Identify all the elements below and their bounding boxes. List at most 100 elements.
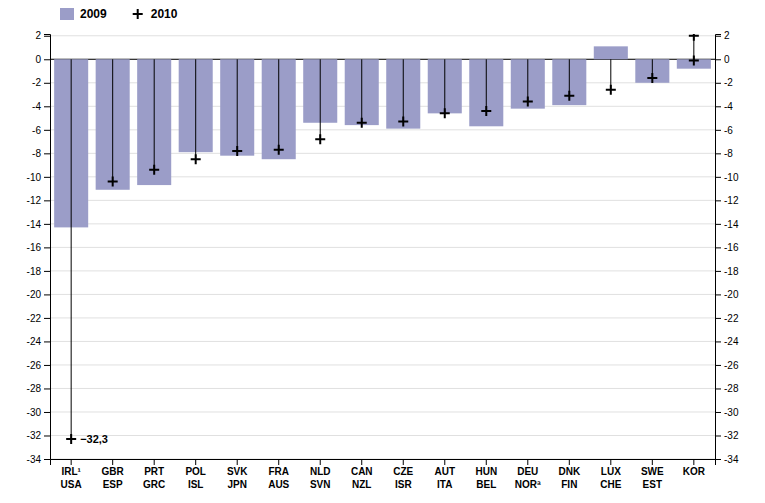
plus-marker (232, 146, 242, 156)
tick-mark (715, 341, 721, 342)
tick-label: -8 (724, 148, 733, 159)
tick-label: -2 (724, 77, 733, 88)
tick-mark (44, 271, 50, 272)
x-axis: IRL¹USAGBRESPPRTGRCPOLISLSVKJPNFRAAUSNLD… (51, 459, 716, 490)
stem (403, 59, 404, 121)
tick-mark (715, 59, 721, 60)
tick-mark (44, 224, 50, 225)
grid-line (50, 270, 715, 271)
tick-label: 2 (35, 30, 41, 41)
tick-mark (44, 36, 50, 37)
tick: -28 (715, 383, 739, 394)
tick-label: ISL (188, 479, 204, 490)
grid-line (50, 411, 715, 412)
plus-marker (357, 118, 367, 128)
y2-axis: -34-32-30-28-26-24-22-20-18-16-14-12-10-… (715, 30, 739, 464)
tick-label: -6 (724, 125, 733, 136)
tick-label: -34 (27, 454, 42, 465)
tick-label: PRT (144, 466, 164, 477)
tick: LUX CHE (600, 459, 621, 490)
tick-label: CHE (600, 479, 621, 490)
tick-label: POL (185, 466, 206, 477)
tick: -16 (27, 242, 50, 253)
tick-label: BEL (476, 479, 496, 490)
bar (635, 59, 669, 83)
tick-mark (44, 459, 50, 460)
plus-marker (564, 91, 574, 101)
tick-label: LUX (601, 466, 621, 477)
tick-label: GBR (102, 466, 125, 477)
tick: 2 (35, 30, 50, 41)
tick-label: -28 (724, 383, 739, 394)
tick-label: NZL (352, 479, 371, 490)
tick-label: -8 (32, 148, 41, 159)
tick: -2 (32, 77, 50, 88)
tick-mark (44, 365, 50, 366)
stem (154, 59, 155, 170)
bar (469, 59, 503, 126)
tick-mark (715, 247, 721, 248)
tick-label: -20 (724, 289, 739, 300)
tick: GBR ESP (102, 459, 125, 490)
tick: IRL¹USA (61, 459, 82, 490)
tick-label: -32 (724, 430, 739, 441)
tick-label: -14 (724, 219, 739, 230)
axis-line (44, 35, 51, 460)
tick-label: 2 (724, 30, 730, 41)
tick-label: -28 (27, 383, 42, 394)
tick-mark (569, 459, 570, 465)
tick-label: -22 (27, 313, 42, 324)
grid-line (50, 388, 715, 389)
tick: -10 (715, 172, 739, 183)
tick: KOR (683, 459, 706, 477)
grid-line (50, 435, 715, 436)
tick: -34 (715, 454, 739, 465)
tick-mark (44, 83, 50, 84)
tick-label: SVN (310, 479, 331, 490)
tick-label: ISR (395, 479, 412, 490)
tick-mark (715, 83, 721, 84)
tick: -22 (27, 313, 50, 324)
tick-mark (715, 435, 721, 436)
tick-label: -30 (27, 407, 42, 418)
tick-mark (237, 459, 238, 465)
tick: -14 (715, 219, 739, 230)
plus-marker (440, 108, 450, 118)
plus-marker (149, 165, 159, 175)
tick-mark (444, 459, 445, 465)
tick: -6 (715, 125, 733, 136)
plus-marker (606, 85, 616, 95)
bar (428, 59, 462, 113)
stem (527, 59, 528, 101)
grid-line (50, 364, 715, 365)
tick-label: -10 (27, 172, 42, 183)
tick: -20 (27, 289, 50, 300)
tick: -20 (715, 289, 739, 300)
tick-label: -4 (724, 101, 733, 112)
tick-label: GRC (143, 479, 165, 490)
tick-label: -12 (27, 195, 42, 206)
tick: -6 (32, 125, 50, 136)
tick: -4 (715, 101, 733, 112)
axis-line (716, 35, 722, 460)
tick-mark (44, 318, 50, 319)
tick: DNKFIN (558, 459, 580, 490)
tick: 0 (35, 54, 50, 65)
tick-mark (715, 36, 721, 37)
stem (112, 59, 113, 181)
value-labels: −32,3 (80, 433, 108, 445)
plus-marker (274, 145, 284, 155)
tick-mark (527, 459, 528, 465)
tick: -32 (715, 430, 739, 441)
tick-label: -26 (724, 360, 739, 371)
tick-mark (715, 130, 721, 131)
tick-mark (44, 106, 50, 107)
grid-line (50, 341, 715, 342)
tick-mark (71, 459, 72, 465)
plus-marker (191, 154, 201, 164)
tick-label: ESP (103, 479, 123, 490)
tick-label: DNK (558, 466, 580, 477)
plus-marker (398, 117, 408, 127)
legend: 20092010 (60, 7, 178, 21)
tick-mark (44, 294, 50, 295)
